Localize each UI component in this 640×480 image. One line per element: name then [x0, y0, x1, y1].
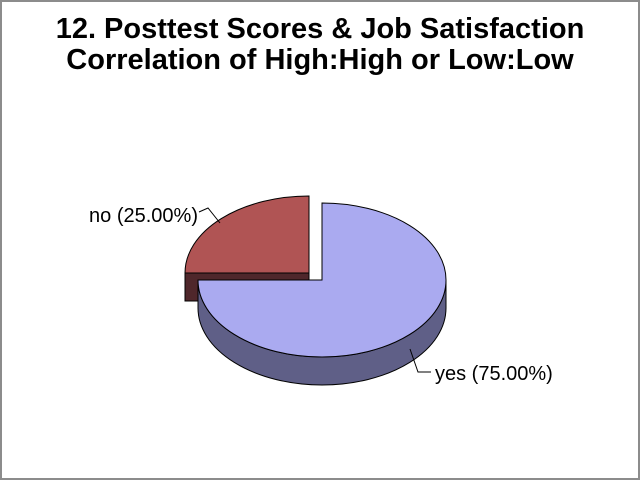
label-leader-line-no: [198, 207, 221, 224]
chart-title: 12. Posttest Scores & Job Satisfaction C…: [2, 14, 638, 76]
pie-slice-label-no: no (25.00%): [89, 205, 198, 227]
pie-slice-yes-top-face: [197, 202, 447, 358]
pie-slice-no-top-face: [184, 195, 310, 274]
chart-title-line1: 12. Posttest Scores & Job Satisfaction: [55, 13, 585, 45]
chart-title-line2: Correlation of High:High or Low:Low: [66, 44, 574, 76]
label-leader-line-yes: [409, 348, 431, 373]
pie-slice-label-yes: yes (75.00%): [435, 363, 553, 385]
